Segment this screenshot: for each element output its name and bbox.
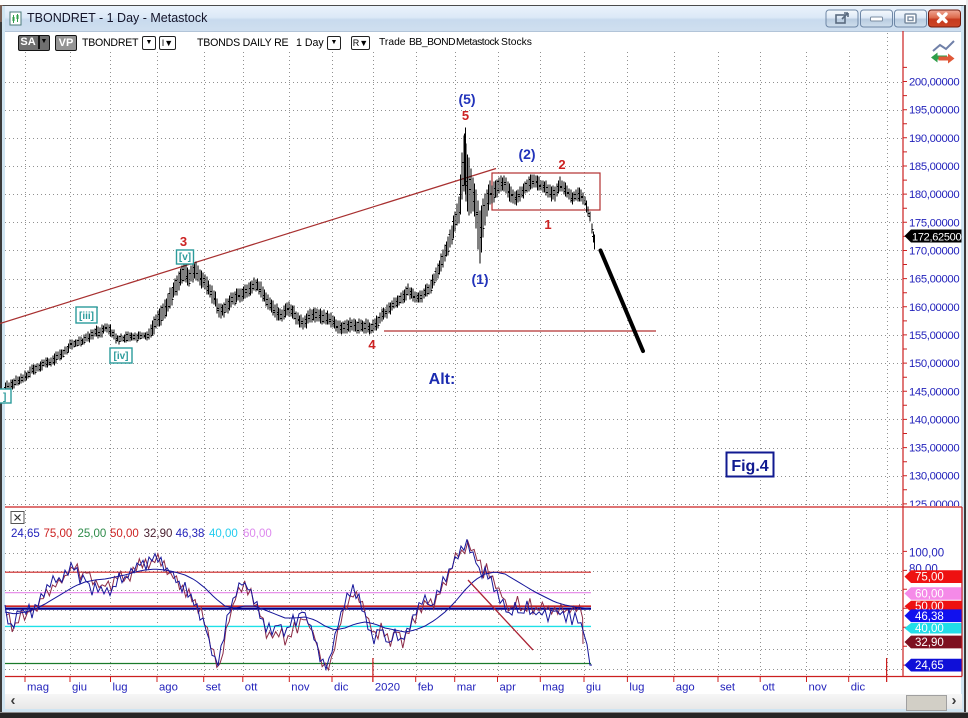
svg-text:ott: ott bbox=[245, 682, 258, 694]
svg-text:190,00000: 190,00000 bbox=[909, 133, 959, 145]
svg-text:175,00000: 175,00000 bbox=[909, 217, 959, 229]
svg-text:155,00000: 155,00000 bbox=[909, 330, 959, 342]
svg-text:Fig.4: Fig.4 bbox=[731, 458, 768, 475]
svg-text:195,00000: 195,00000 bbox=[909, 105, 959, 117]
svg-text:apr: apr bbox=[500, 682, 517, 694]
svg-text:125,00000: 125,00000 bbox=[909, 499, 959, 511]
svg-text:(5): (5) bbox=[458, 91, 475, 107]
svg-text:4: 4 bbox=[368, 337, 376, 352]
svg-text:nov: nov bbox=[809, 682, 828, 694]
svg-text:ago: ago bbox=[159, 682, 178, 694]
svg-text:lug: lug bbox=[113, 682, 128, 694]
svg-text:[v]: [v] bbox=[179, 252, 191, 263]
svg-text:160,00000: 160,00000 bbox=[909, 302, 959, 314]
svg-text:170,00000: 170,00000 bbox=[909, 246, 959, 258]
svg-text:Alt:: Alt: bbox=[429, 371, 456, 388]
svg-text:40,00: 40,00 bbox=[915, 623, 944, 635]
svg-text:40,00: 40,00 bbox=[209, 528, 238, 540]
svg-text:dic: dic bbox=[334, 682, 349, 694]
svg-text:set: set bbox=[720, 682, 736, 694]
svg-text:32,90: 32,90 bbox=[144, 528, 173, 540]
svg-text:1: 1 bbox=[544, 217, 551, 232]
svg-text:150,00000: 150,00000 bbox=[909, 358, 959, 370]
svg-text:[iii]: [iii] bbox=[79, 311, 94, 322]
svg-text:ott: ott bbox=[762, 682, 775, 694]
svg-text:165,00000: 165,00000 bbox=[909, 274, 959, 286]
svg-text:mag: mag bbox=[27, 682, 49, 694]
svg-text:mag: mag bbox=[542, 682, 564, 694]
svg-text:75,00: 75,00 bbox=[44, 528, 73, 540]
svg-text:giu: giu bbox=[72, 682, 87, 694]
svg-text:2: 2 bbox=[558, 157, 565, 172]
svg-text:46,38: 46,38 bbox=[176, 528, 205, 540]
svg-text:(2): (2) bbox=[518, 146, 535, 162]
svg-text:nov: nov bbox=[291, 682, 310, 694]
svg-text:mar: mar bbox=[457, 682, 477, 694]
svg-text:25,00: 25,00 bbox=[78, 528, 107, 540]
svg-text:2020: 2020 bbox=[375, 682, 400, 694]
svg-text:60,00: 60,00 bbox=[243, 528, 272, 540]
svg-text:60,00: 60,00 bbox=[915, 589, 944, 601]
svg-text:giu: giu bbox=[586, 682, 601, 694]
svg-text:feb: feb bbox=[418, 682, 434, 694]
svg-text:]: ] bbox=[3, 392, 6, 403]
svg-text:50,00: 50,00 bbox=[110, 528, 139, 540]
svg-text:lug: lug bbox=[629, 682, 644, 694]
svg-text:(1): (1) bbox=[471, 271, 488, 287]
svg-text:3: 3 bbox=[180, 234, 187, 249]
svg-text:46,38: 46,38 bbox=[915, 611, 944, 623]
svg-text:5: 5 bbox=[462, 108, 469, 123]
svg-text:ago: ago bbox=[676, 682, 695, 694]
svg-text:100,00: 100,00 bbox=[909, 548, 944, 560]
svg-text:130,00000: 130,00000 bbox=[909, 471, 959, 483]
svg-text:[iv]: [iv] bbox=[114, 351, 129, 362]
svg-text:172,62500: 172,62500 bbox=[912, 232, 961, 244]
svg-text:32,90: 32,90 bbox=[915, 637, 944, 649]
svg-text:24,65: 24,65 bbox=[11, 528, 40, 540]
svg-text:dic: dic bbox=[851, 682, 866, 694]
svg-text:185,00000: 185,00000 bbox=[909, 161, 959, 173]
svg-text:145,00000: 145,00000 bbox=[909, 386, 959, 398]
svg-text:24,65: 24,65 bbox=[915, 660, 944, 672]
svg-text:135,00000: 135,00000 bbox=[909, 443, 959, 455]
svg-text:140,00000: 140,00000 bbox=[909, 414, 959, 426]
svg-text:75,00: 75,00 bbox=[915, 572, 944, 584]
svg-text:200,00000: 200,00000 bbox=[909, 77, 959, 89]
svg-text:set: set bbox=[206, 682, 222, 694]
svg-text:180,00000: 180,00000 bbox=[909, 189, 959, 201]
